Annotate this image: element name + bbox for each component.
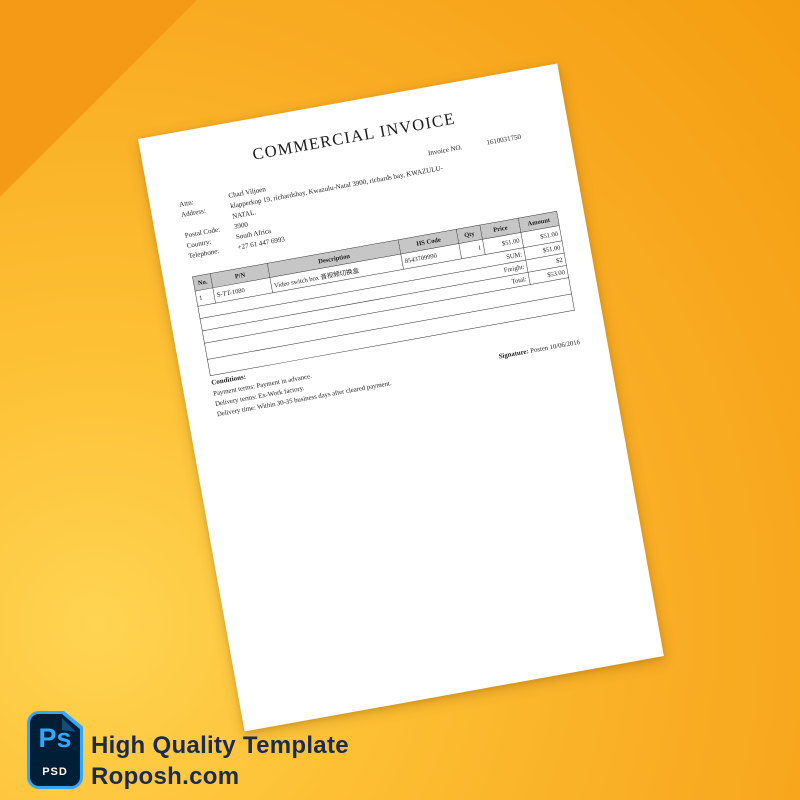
signature-row: Signature: Posten 10/06/2016	[498, 338, 581, 360]
photoshop-ps-logo: Ps	[38, 723, 72, 753]
psd-format-label: PSD	[42, 766, 68, 778]
psd-icon-body: Ps PSD	[30, 714, 80, 786]
branding-text: High Quality Template Roposh.com	[91, 730, 349, 792]
signature-value: Posten 10/06/2016	[529, 338, 581, 355]
invoice-document: COMMERCIAL INVOICE Invoice NO. 161003175…	[138, 63, 664, 732]
invoice-number-value: 1610031750	[485, 133, 522, 147]
psd-file-icon: Ps PSD	[27, 711, 83, 789]
site-name: Roposh.com	[91, 763, 240, 790]
invoice-number-row: Invoice NO. 1610031750	[428, 133, 522, 158]
headline-text: High Quality Template	[91, 732, 349, 759]
signature-label: Signature:	[498, 347, 530, 360]
